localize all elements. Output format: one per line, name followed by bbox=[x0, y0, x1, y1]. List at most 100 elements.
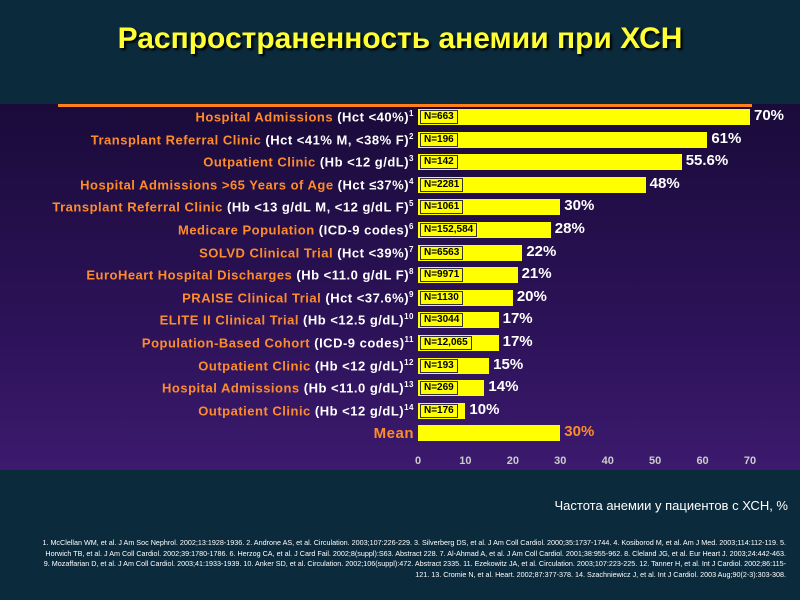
value-label: 48% bbox=[649, 174, 680, 192]
category-name: Hospital Admissions bbox=[162, 380, 300, 396]
value-label: 28% bbox=[554, 220, 585, 237]
x-tick-label: 50 bbox=[649, 455, 662, 467]
reference-number: 9 bbox=[409, 289, 414, 299]
bar: N=196 bbox=[418, 131, 708, 148]
references: 1. McClellan WM, et al. J Am Soc Nephrol… bbox=[42, 538, 786, 579]
bar: N=1061 bbox=[418, 199, 561, 216]
value-label: 10% bbox=[469, 400, 500, 418]
reference-number: 6 bbox=[409, 222, 414, 231]
value-label: 17% bbox=[502, 310, 533, 328]
category-label: ELITE II Clinical Trial (Hb <12.5 g/dL)1… bbox=[160, 312, 414, 327]
value-label: 30% bbox=[564, 197, 595, 215]
x-axis-label: Частота анемии у пациентов с ХСН, % bbox=[554, 498, 788, 513]
reference-number: 7 bbox=[409, 244, 414, 254]
reference-number: 11 bbox=[404, 335, 414, 344]
slide-title: Распространенность анемии при ХСН bbox=[117, 22, 683, 55]
bar bbox=[418, 425, 561, 442]
divider-line bbox=[58, 104, 752, 107]
x-tick-label: 20 bbox=[506, 455, 519, 467]
category-criterion: (Hct <37.6%) bbox=[321, 290, 410, 306]
n-label: N=269 bbox=[420, 381, 458, 396]
category-label: Population-Based Cohort (ICD-9 codes)11 bbox=[142, 335, 414, 350]
category-label: Transplant Referral Clinic (Hb <13 g/dL … bbox=[52, 199, 414, 214]
category-criterion: (Hb <12 g/dL) bbox=[315, 154, 410, 170]
reference-number: 14 bbox=[404, 402, 414, 412]
value-label: 21% bbox=[521, 265, 552, 283]
category-label: PRAISE Clinical Trial (Hct <37.6%)9 bbox=[182, 290, 414, 305]
category-criterion: (ICD-9 codes) bbox=[314, 222, 410, 238]
reference-number: 1 bbox=[409, 109, 414, 118]
value-label: 22% bbox=[526, 242, 557, 260]
value-label: 15% bbox=[493, 355, 524, 373]
category-label: Outpatient Clinic (Hb <12 g/dL)12 bbox=[198, 358, 414, 373]
category-criterion: (ICD-9 codes) bbox=[310, 335, 405, 351]
n-label: N=3044 bbox=[420, 313, 464, 328]
category-label: Transplant Referral Clinic (Hct <41% M, … bbox=[91, 132, 414, 147]
category-criterion: (Hb <12.5 g/dL) bbox=[298, 312, 405, 328]
n-label: N=6563 bbox=[420, 245, 464, 260]
category-name: Hospital Admissions >65 Years of Age bbox=[80, 177, 334, 193]
category-criterion: (Hct <41% M, <38% F) bbox=[261, 131, 410, 147]
bar: N=193 bbox=[418, 357, 490, 374]
category-label: Outpatient Clinic (Hb <12 g/dL)3 bbox=[203, 154, 414, 169]
category-name: Transplant Referral Clinic bbox=[90, 131, 262, 147]
category-criterion: (Hct <39%) bbox=[333, 244, 410, 260]
category-name: Population-Based Cohort bbox=[141, 335, 311, 351]
x-tick-label: 40 bbox=[601, 455, 614, 467]
category-criterion: (Hb <11.0 g/dL F) bbox=[292, 267, 410, 283]
n-label: N=176 bbox=[420, 403, 458, 418]
category-criterion: (Hb <12 g/dL) bbox=[310, 357, 405, 373]
value-label: 17% bbox=[502, 333, 533, 350]
reference-number: 13 bbox=[404, 380, 414, 390]
category-name: EuroHeart Hospital Discharges bbox=[86, 267, 293, 283]
bar: N=142 bbox=[418, 154, 682, 171]
n-label: N=9971 bbox=[420, 268, 464, 283]
n-label: N=1130 bbox=[420, 290, 463, 305]
category-criterion: (Hb <13 g/dL M, <12 g/dL F) bbox=[222, 199, 410, 215]
category-name: Outpatient Clinic bbox=[198, 403, 311, 419]
n-label: N=142 bbox=[420, 155, 458, 170]
reference-number: 2 bbox=[409, 131, 414, 141]
value-label: 30% bbox=[564, 423, 595, 441]
category-name: PRAISE Clinical Trial bbox=[182, 290, 322, 306]
category-name: Outpatient Clinic bbox=[198, 357, 311, 373]
bar: N=1130 bbox=[418, 289, 513, 306]
category-label: Hospital Admissions >65 Years of Age (Hc… bbox=[80, 177, 414, 192]
bar: N=663 bbox=[418, 109, 750, 125]
reference-number: 5 bbox=[409, 199, 414, 209]
x-tick-label: 70 bbox=[743, 455, 757, 467]
category-label: Mean bbox=[374, 425, 414, 442]
bar: N=6563 bbox=[418, 244, 523, 261]
bar: N=12,065 bbox=[418, 335, 499, 351]
category-name: Mean bbox=[373, 425, 414, 443]
category-name: ELITE II Clinical Trial bbox=[159, 312, 299, 328]
value-label: 20% bbox=[516, 287, 547, 305]
category-label: Hospital Admissions (Hb <11.0 g/dL)13 bbox=[162, 380, 414, 395]
n-label: N=196 bbox=[420, 132, 458, 147]
value-label: 55.6% bbox=[685, 152, 729, 170]
n-label: N=663 bbox=[420, 110, 458, 124]
n-label: N=1061 bbox=[420, 200, 464, 215]
category-name: Outpatient Clinic bbox=[203, 154, 316, 170]
bar: N=152,584 bbox=[418, 222, 551, 238]
n-label: N=12,065 bbox=[420, 336, 472, 350]
category-name: SOLVD Clinical Trial bbox=[199, 244, 334, 260]
category-name: Medicare Population bbox=[178, 222, 315, 238]
category-name: Transplant Referral Clinic bbox=[52, 199, 223, 215]
category-label: EuroHeart Hospital Discharges (Hb <11.0 … bbox=[86, 267, 414, 282]
reference-number: 3 bbox=[409, 154, 414, 164]
bar: N=9971 bbox=[418, 267, 518, 284]
value-label: 70% bbox=[754, 107, 785, 124]
n-label: N=2281 bbox=[420, 177, 464, 192]
bar: N=269 bbox=[418, 380, 485, 397]
x-tick-label: 30 bbox=[554, 455, 567, 467]
reference-number: 10 bbox=[404, 312, 414, 322]
x-tick-label: 10 bbox=[459, 455, 472, 467]
reference-number: 8 bbox=[409, 267, 414, 277]
x-tick-label: 60 bbox=[696, 455, 709, 467]
value-label: 61% bbox=[711, 129, 742, 147]
category-label: Medicare Population (ICD-9 codes)6 bbox=[178, 222, 414, 237]
category-label: Hospital Admissions (Hct <40%)1 bbox=[195, 109, 414, 124]
category-label: Outpatient Clinic (Hb <12 g/dL)14 bbox=[198, 403, 414, 418]
reference-number: 12 bbox=[404, 357, 414, 367]
